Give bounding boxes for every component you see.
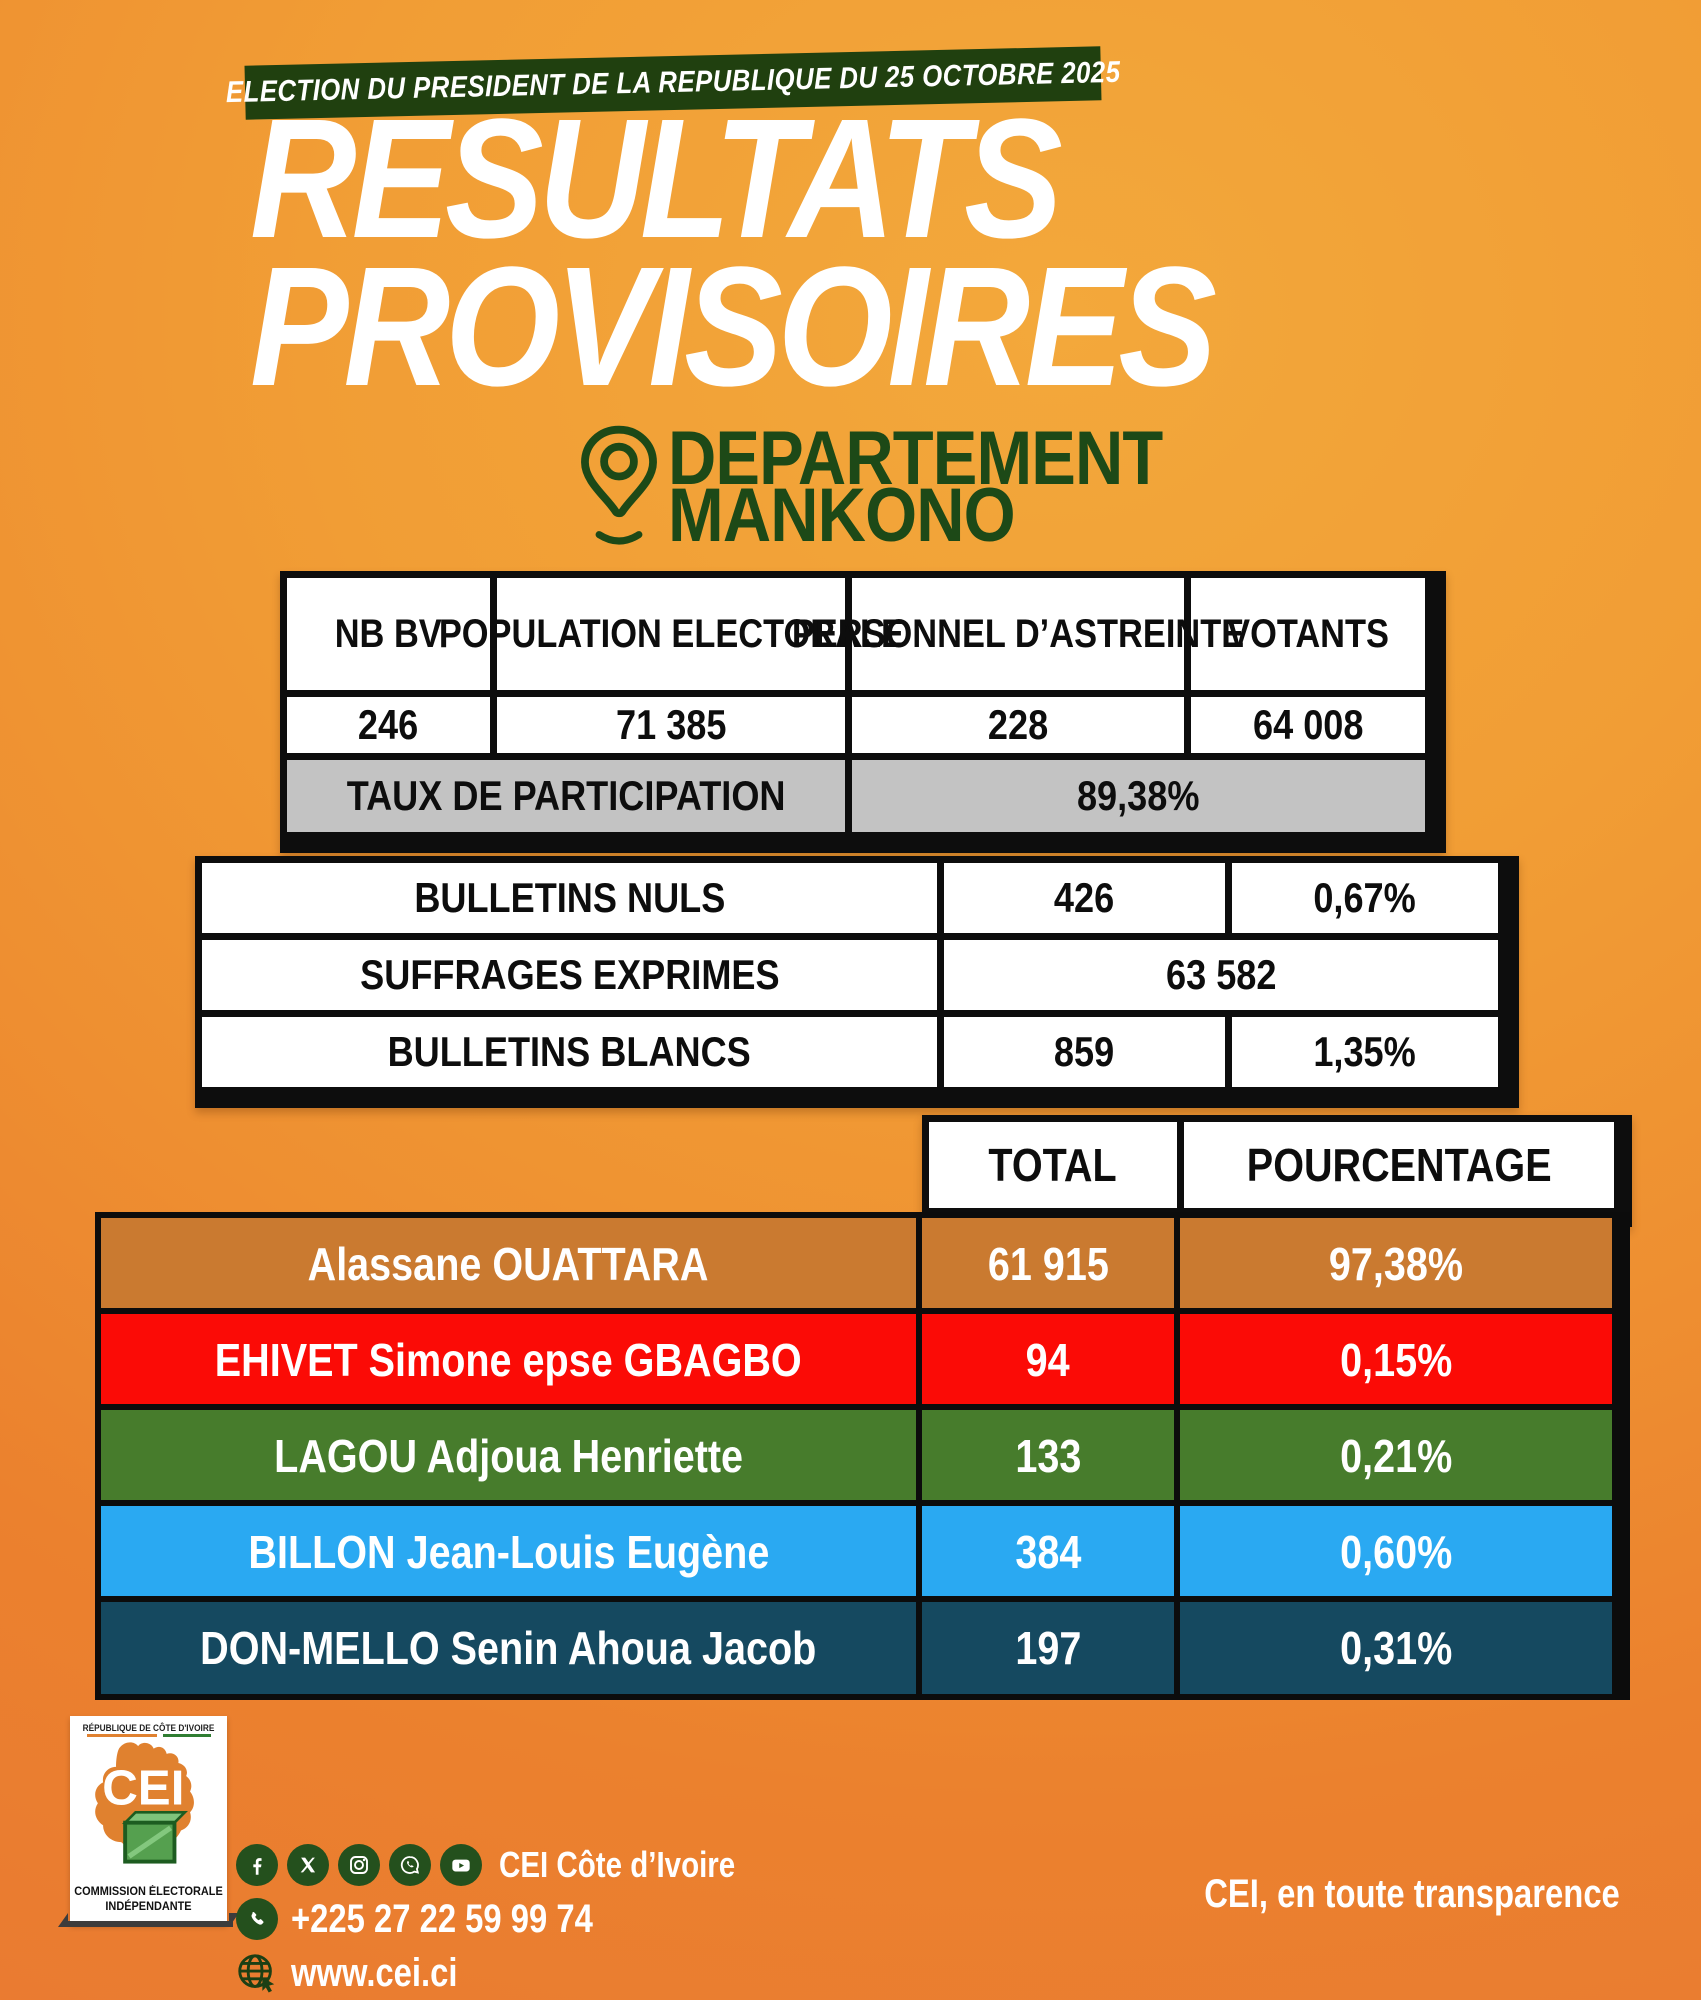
candidate-total: 384	[922, 1506, 1174, 1598]
stats-header-personnel: PERSONNEL D’ASTREINTE	[792, 578, 1244, 690]
youtube-icon	[440, 1844, 482, 1886]
candidate-percent: 0,15%	[1180, 1314, 1612, 1406]
logo-country-text: RÉPUBLIQUE DE CÔTE D'IVOIRE	[82, 1723, 215, 1733]
results-header-total: TOTAL	[929, 1122, 1177, 1208]
stats-table: NB BV POPULATION ELECTORALE PERSONNEL D’…	[280, 571, 1446, 853]
candidate-name: Alassane OUATTARA	[101, 1218, 916, 1310]
candidate-total: 197	[922, 1602, 1174, 1694]
candidate-percent: 0,21%	[1180, 1410, 1612, 1502]
instagram-icon	[338, 1844, 380, 1886]
stats-value-population: 71 385	[497, 697, 845, 753]
results-table-header: TOTAL POURCENTAGE	[922, 1115, 1632, 1227]
department-name: MANKONO	[668, 473, 1016, 558]
stats-value-votants: 64 008	[1191, 697, 1425, 753]
page-title-line1: RESULTATS	[250, 84, 1063, 274]
candidate-name: DON-MELLO Senin Ahoua Jacob	[101, 1602, 916, 1694]
candidate-total: 94	[922, 1314, 1174, 1406]
results-header-percent: POURCENTAGE	[1184, 1122, 1614, 1208]
department-label: DEPARTEMENT	[668, 416, 1163, 501]
svg-text:CEI: CEI	[102, 1760, 184, 1815]
ballots-blancs-label: BULLETINS BLANCS	[202, 1017, 937, 1087]
participation-value: 89,38%	[852, 760, 1425, 832]
ballots-table: BULLETINS NULS 426 0,67% SUFFRAGES EXPRI…	[195, 856, 1519, 1108]
cei-logo: RÉPUBLIQUE DE CÔTE D'IVOIRE CEI COMMISSI…	[70, 1716, 227, 1924]
map-pin-icon	[576, 424, 662, 551]
candidate-name: EHIVET Simone epse GBAGBO	[101, 1314, 916, 1406]
stats-value-nbbv: 246	[287, 697, 490, 753]
candidate-row-lagou: LAGOU Adjoua Henriette 133 0,21%	[95, 1404, 1630, 1508]
facebook-icon	[236, 1844, 278, 1886]
candidate-row-donmello: DON-MELLO Senin Ahoua Jacob 197 0,31%	[95, 1596, 1630, 1700]
ballots-blancs-percent: 1,35%	[1232, 1017, 1498, 1087]
social-handle: CEI Côte d’Ivoire	[499, 1844, 736, 1885]
ballots-nuls-label: BULLETINS NULS	[202, 863, 937, 933]
participation-label: TAUX DE PARTICIPATION	[287, 760, 845, 832]
phone-icon	[236, 1898, 278, 1940]
candidate-percent: 0,31%	[1180, 1602, 1612, 1694]
candidate-total: 61 915	[922, 1218, 1174, 1310]
whatsapp-icon	[389, 1844, 431, 1886]
candidate-percent: 97,38%	[1180, 1218, 1612, 1310]
page-title-line2: PROVISOIRES	[250, 232, 1217, 422]
candidate-name: LAGOU Adjoua Henriette	[101, 1410, 916, 1502]
globe-icon	[234, 1950, 280, 1996]
candidate-total: 133	[922, 1410, 1174, 1502]
candidate-percent: 0,60%	[1180, 1506, 1612, 1598]
candidate-name: BILLON Jean-Louis Eugène	[101, 1506, 916, 1598]
phone-number: +225 27 22 59 99 74	[291, 1897, 593, 1941]
candidate-row-billon: BILLON Jean-Louis Eugène 384 0,60%	[95, 1500, 1630, 1604]
cote-divoire-map-icon: CEI	[95, 1741, 194, 1864]
x-icon	[287, 1844, 329, 1886]
candidate-row-ouattara: Alassane OUATTARA 61 915 97,38%	[95, 1212, 1630, 1316]
ballots-nuls-total: 426	[944, 863, 1225, 933]
website-url: www.cei.ci	[291, 1951, 458, 1995]
logo-org-text: COMMISSION ÉLECTORALE INDÉPENDANTE	[74, 1886, 223, 1913]
candidate-row-gbagbo: EHIVET Simone epse GBAGBO 94 0,15%	[95, 1308, 1630, 1412]
suffrages-total: 63 582	[944, 940, 1498, 1010]
stats-header-nbbv: NB BV	[287, 578, 490, 690]
stats-header-population: POPULATION ELECTORALE	[438, 578, 904, 690]
ballots-nuls-percent: 0,67%	[1232, 863, 1498, 933]
ballots-blancs-total: 859	[944, 1017, 1225, 1087]
stats-value-personnel: 228	[852, 697, 1184, 753]
logo-underline	[70, 1734, 227, 1737]
logo-scroll-bar	[58, 1913, 233, 1927]
tagline: CEI, en toute transparence	[1204, 1872, 1620, 1916]
stats-header-votants: VOTANTS	[1191, 578, 1425, 690]
suffrages-label: SUFFRAGES EXPRIMES	[202, 940, 937, 1010]
